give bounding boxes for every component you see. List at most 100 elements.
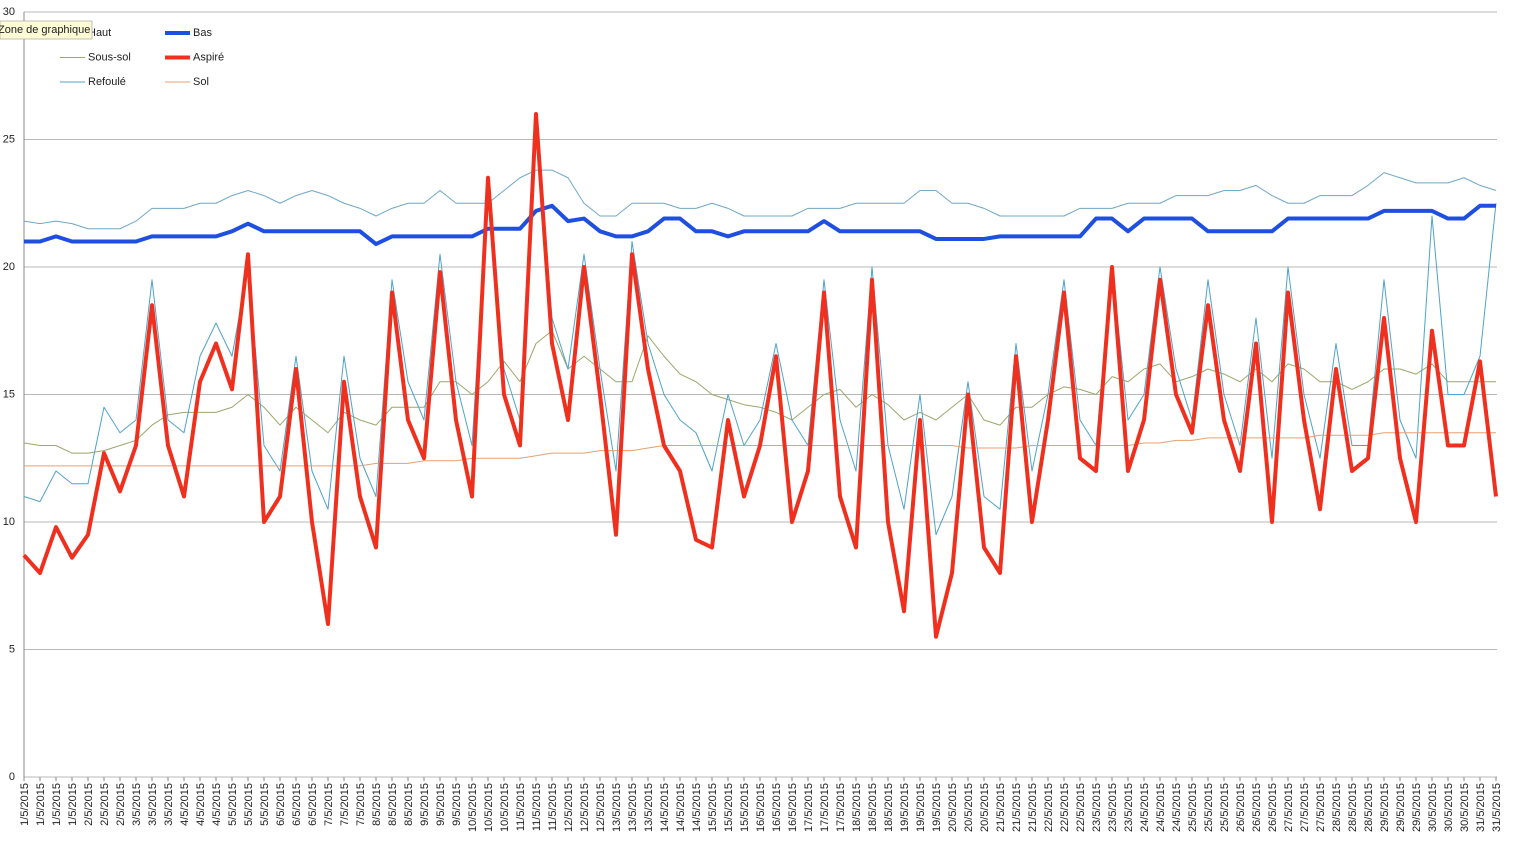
x-tick-label: 12/5/2015 <box>579 783 591 832</box>
x-tick-label: 6/5/2015 <box>307 783 319 826</box>
legend-label: Sous-sol <box>88 51 131 63</box>
x-tick-label: 27/5/2015 <box>1299 783 1311 832</box>
x-tick-label: 8/5/2015 <box>371 783 383 826</box>
x-tick-label: 5/5/2015 <box>227 783 239 826</box>
x-tick-label: 5/5/2015 <box>243 783 255 826</box>
x-tick-label: 28/5/2015 <box>1347 783 1359 832</box>
x-tick-label: 20/5/2015 <box>947 783 959 832</box>
x-tick-label: 13/5/2015 <box>611 783 623 832</box>
tooltip-box <box>0 20 93 40</box>
x-tick-label: 10/5/2015 <box>483 783 495 832</box>
x-tick-label: 16/5/2015 <box>771 783 783 832</box>
x-tick-label: 14/5/2015 <box>659 783 671 832</box>
x-tick-label: 24/5/2015 <box>1155 783 1167 832</box>
y-tick-label: 5 <box>9 643 15 655</box>
x-tick-label: 25/5/2015 <box>1187 783 1199 832</box>
y-tick-label: 20 <box>3 261 15 273</box>
x-tick-label: 23/5/2015 <box>1091 783 1103 832</box>
x-tick-label: 11/5/2015 <box>547 783 559 831</box>
x-tick-label: 9/5/2015 <box>419 783 431 826</box>
series-line <box>23 169 1497 230</box>
x-tick-label: 16/5/2015 <box>755 783 767 832</box>
x-tick-label: 6/5/2015 <box>275 783 287 826</box>
x-tick-label: 21/5/2015 <box>1011 783 1023 832</box>
x-tick-label: 16/5/2015 <box>787 783 799 832</box>
x-tick-label: 11/5/2015 <box>515 783 527 831</box>
x-tick-label: 6/5/2015 <box>291 783 303 826</box>
x-tick-label: 2/5/2015 <box>83 783 95 826</box>
x-tick-label: 13/5/2015 <box>643 783 655 832</box>
x-tick-label: 23/5/2015 <box>1123 783 1135 832</box>
x-tick-label: 19/5/2015 <box>915 783 927 832</box>
x-tick-label: 12/5/2015 <box>595 783 607 832</box>
x-tick-label: 15/5/2015 <box>707 783 719 832</box>
x-tick-label: 29/5/2015 <box>1411 783 1423 832</box>
x-tick-label: 19/5/2015 <box>931 783 943 832</box>
x-tick-label: 10/5/2015 <box>467 783 479 832</box>
x-tick-label: 15/5/2015 <box>739 783 751 832</box>
x-tick-label: 11/5/2015 <box>531 783 543 831</box>
x-tick-label: 27/5/2015 <box>1283 783 1295 832</box>
x-tick-label: 1/5/2015 <box>35 783 47 826</box>
x-tick-label: 27/5/2015 <box>1315 783 1327 832</box>
x-tick-label: 1/5/2015 <box>51 783 63 826</box>
x-tick-label: 22/5/2015 <box>1043 783 1055 832</box>
x-tick-label: 26/5/2015 <box>1235 783 1247 832</box>
legend-label: Sol <box>193 76 209 88</box>
x-tick-label: 13/5/2015 <box>627 783 639 832</box>
x-tick-label: 22/5/2015 <box>1075 783 1087 832</box>
x-tick-label: 7/5/2015 <box>355 783 367 826</box>
x-tick-label: 21/5/2015 <box>995 783 1007 832</box>
x-tick-label: 29/5/2015 <box>1379 783 1391 832</box>
x-tick-label: 12/5/2015 <box>563 783 575 832</box>
x-tick-label: 8/5/2015 <box>387 783 399 826</box>
x-tick-label: 30/5/2015 <box>1443 783 1455 832</box>
x-tick-label: 3/5/2015 <box>131 783 143 826</box>
x-tick-label: 4/5/2015 <box>195 783 207 826</box>
x-tick-label: 18/5/2015 <box>883 783 895 832</box>
x-tick-label: 29/5/2015 <box>1395 783 1407 832</box>
y-tick-label: 25 <box>3 133 15 145</box>
series-line <box>22 112 1498 639</box>
x-tick-label: 5/5/2015 <box>259 783 271 826</box>
x-tick-label: 30/5/2015 <box>1459 783 1471 832</box>
x-tick-label: 3/5/2015 <box>163 783 175 826</box>
x-tick-label: 25/5/2015 <box>1219 783 1231 832</box>
x-tick-label: 28/5/2015 <box>1363 783 1375 832</box>
x-tick-label: 14/5/2015 <box>691 783 703 832</box>
x-tick-label: 20/5/2015 <box>979 783 991 832</box>
x-tick-label: 24/5/2015 <box>1171 783 1183 832</box>
x-tick-label: 18/5/2015 <box>867 783 879 832</box>
x-tick-label: 17/5/2015 <box>819 783 831 832</box>
tooltip-text: Zone de graphique <box>0 24 90 36</box>
x-tick-label: 8/5/2015 <box>403 783 415 826</box>
x-tick-label: 4/5/2015 <box>211 783 223 826</box>
legend-label: Refoulé <box>88 76 126 88</box>
x-tick-label: 31/5/2015 <box>1475 783 1487 832</box>
series-line <box>23 113 1497 536</box>
x-tick-label: 4/5/2015 <box>179 783 191 826</box>
x-tick-label: 18/5/2015 <box>851 783 863 832</box>
y-tick-label: 0 <box>9 771 15 783</box>
x-tick-label: 10/5/2015 <box>499 783 511 832</box>
x-tick-label: 24/5/2015 <box>1139 783 1151 832</box>
x-tick-label: 19/5/2015 <box>899 783 911 832</box>
x-tick-label: 17/5/2015 <box>803 783 815 832</box>
legend-label: Bas <box>193 27 212 39</box>
x-tick-label: 1/5/2015 <box>67 783 79 826</box>
x-tick-label: 15/5/2015 <box>723 783 735 832</box>
x-tick-label: 26/5/2015 <box>1251 783 1263 832</box>
y-tick-label: 10 <box>3 516 15 528</box>
tooltip: Zone de graphique <box>0 20 93 40</box>
y-tick-label: 30 <box>3 6 15 18</box>
x-tick-label: 1/5/2015 <box>19 783 31 826</box>
x-tick-label: 22/5/2015 <box>1059 783 1071 832</box>
x-tick-label: 20/5/2015 <box>963 783 975 832</box>
series-line <box>24 203 1496 247</box>
x-tick-label: 9/5/2015 <box>435 783 447 826</box>
x-tick-label: 7/5/2015 <box>339 783 351 826</box>
x-tick-label: 26/5/2015 <box>1267 783 1279 832</box>
legend-label: Aspiré <box>193 51 224 63</box>
x-tick-label: 28/5/2015 <box>1331 783 1343 832</box>
